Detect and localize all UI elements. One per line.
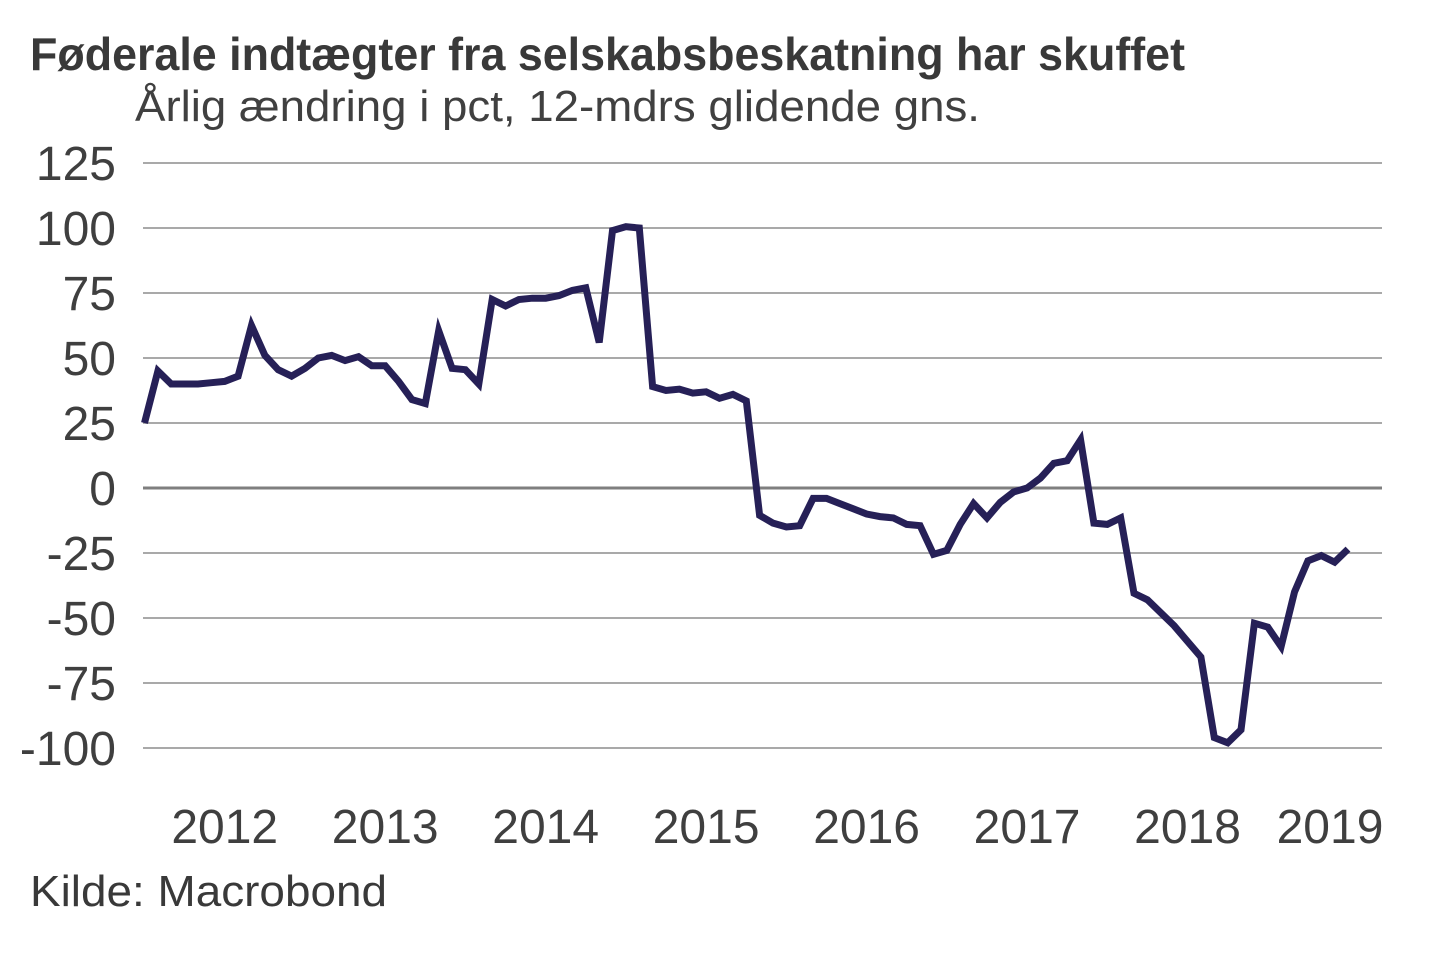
y-tick-label: -25 [47,528,116,581]
x-tick-label: 2014 [492,801,599,854]
x-tick-label: 2019 [1277,801,1384,854]
y-tick-label: 125 [36,138,116,191]
data-series-line [141,223,1351,747]
source-label: Kilde: Macrobond [30,867,387,916]
x-tick-label: 2015 [653,801,760,854]
x-tick-label: 2018 [1134,801,1241,854]
x-tick-label: 2012 [171,801,278,854]
x-tick-label: 2016 [813,801,920,854]
y-tick-label: 0 [89,463,116,516]
y-tick-label: -75 [47,658,116,711]
x-tick-label: 2017 [974,801,1081,854]
y-axis-labels: 125 100 75 50 25 0 -25 -50 -75 -100 [20,138,116,776]
y-tick-label: 50 [63,333,116,386]
chart-title: Føderale indtægter fra selskabsbeskatnin… [30,28,1185,80]
y-tick-label: 25 [63,398,116,451]
y-tick-label: -100 [20,723,116,776]
y-tick-label: 75 [63,268,116,321]
chart-subtitle: Årlig ændring i pct, 12-mdrs glidende gn… [135,82,980,131]
y-tick-label: -50 [47,593,116,646]
x-tick-label: 2013 [332,801,439,854]
gridlines [143,162,1382,749]
x-axis-labels: 2012 2013 2014 2015 2016 2017 2018 2019 [171,801,1383,854]
y-tick-label: 100 [36,203,116,256]
